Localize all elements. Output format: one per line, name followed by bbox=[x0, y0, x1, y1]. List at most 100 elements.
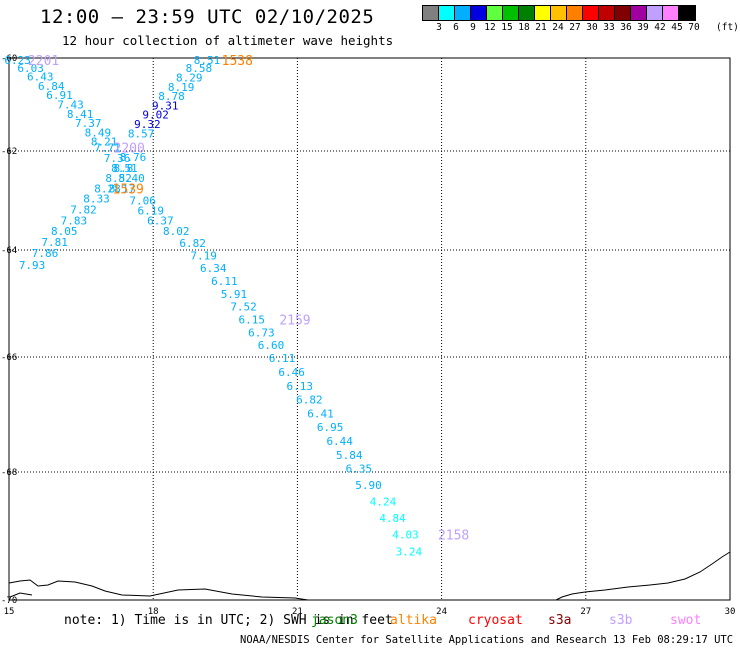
coastline-fragment bbox=[9, 592, 33, 598]
wave-height-value: 8.52 bbox=[105, 172, 132, 185]
legend-label: 33 bbox=[603, 22, 615, 33]
y-tick-label: -70 bbox=[1, 596, 17, 606]
legend-swatch bbox=[567, 6, 583, 20]
legend-label: 27 bbox=[569, 22, 581, 33]
wave-height-value: 6.11 bbox=[211, 275, 238, 288]
legend-swatch bbox=[583, 6, 599, 20]
satellite-name: altika bbox=[390, 613, 437, 628]
wave-height-value: 8.05 bbox=[51, 225, 78, 238]
antarctic-coastline bbox=[8, 579, 309, 601]
wave-height-value: 7.81 bbox=[41, 236, 68, 249]
pass-time-label: 2159 bbox=[279, 314, 310, 329]
satellite-name: cryosat bbox=[468, 613, 523, 628]
legend-swatch bbox=[535, 6, 551, 20]
wave-height-value: 7.93 bbox=[19, 259, 46, 272]
pass-time-label: 2200 bbox=[114, 141, 145, 156]
wave-height-value: 8.41 bbox=[67, 108, 94, 121]
legend-swatch bbox=[423, 6, 439, 20]
wave-height-value: 6.91 bbox=[46, 89, 73, 102]
wave-height-value: 6.43 bbox=[27, 71, 54, 84]
wave-height-value: 8.40 bbox=[118, 172, 145, 185]
legend-swatch bbox=[663, 6, 679, 20]
wave-height-value: 8.33 bbox=[83, 193, 110, 206]
wave-height-value: 5.90 bbox=[355, 479, 382, 492]
satellite-name: s3b bbox=[609, 613, 633, 628]
wave-height-value: 6.19 bbox=[138, 204, 165, 217]
wave-height-value: 7.83 bbox=[61, 214, 88, 227]
legend-swatch bbox=[615, 6, 631, 20]
legend-labels: 3 6 9 12 15 18 21 24 27 30 33 36 39 42 45 70 bbox=[422, 22, 728, 36]
y-tick-label: -62 bbox=[1, 147, 17, 157]
legend-swatch bbox=[471, 6, 487, 20]
wave-height-value: 7.36 bbox=[104, 152, 131, 165]
legend-label: 39 bbox=[637, 22, 649, 33]
wave-height-value: 5.84 bbox=[336, 449, 363, 462]
wave-height-value: 8.57 bbox=[128, 127, 155, 140]
y-tick-labels: -60 -62 -64 -66 -68 -70 bbox=[1, 54, 17, 606]
x-tick-label: 24 bbox=[436, 607, 447, 617]
wave-height-value: 3.24 bbox=[396, 545, 423, 558]
legend-label: 24 bbox=[552, 22, 564, 33]
legend-swatch bbox=[519, 6, 535, 20]
wave-height-values: 6.236.036.436.846.917.438.417.378.498.21… bbox=[4, 54, 423, 558]
pass-time-label: 1539 bbox=[113, 183, 144, 198]
wave-height-value: 6.60 bbox=[258, 339, 285, 352]
legend-swatch bbox=[439, 6, 455, 20]
y-tick-label: -68 bbox=[1, 468, 17, 478]
credit-line: NOAA/NESDIS Center for Satellite Applica… bbox=[240, 634, 740, 646]
legend-swatch bbox=[487, 6, 503, 20]
wave-height-value: 7.19 bbox=[190, 249, 217, 262]
wave-height-value: 8.8 bbox=[113, 162, 133, 175]
legend-swatch bbox=[503, 6, 519, 20]
wave-height-value: 6.13 bbox=[287, 380, 314, 393]
satellite-name: s3a bbox=[548, 613, 572, 628]
legend-label: 18 bbox=[518, 22, 530, 33]
pass-time-labels: 2201 1538 2200 1539 2159 2158 bbox=[28, 54, 469, 544]
legend-label: 45 bbox=[671, 22, 683, 33]
y-tick-label: -60 bbox=[1, 54, 17, 64]
wave-height-legend: 3 6 9 12 15 18 21 24 27 30 33 36 39 42 45 70 (ft) bbox=[422, 5, 739, 37]
wave-height-value: 6.82 bbox=[179, 237, 206, 250]
wave-height-value: 7.43 bbox=[57, 99, 84, 112]
map-gridlines bbox=[9, 58, 730, 600]
legend-label: 30 bbox=[586, 22, 598, 33]
wave-height-value: 8.19 bbox=[168, 81, 195, 94]
legend-label: 15 bbox=[501, 22, 513, 33]
x-tick-label: 21 bbox=[292, 607, 303, 617]
wave-height-value: 6.23 bbox=[4, 54, 31, 67]
wave-height-value: 6.46 bbox=[278, 366, 305, 379]
wave-height-value: 6.73 bbox=[248, 326, 275, 339]
wave-height-value: 7.52 bbox=[230, 301, 257, 314]
wave-height-value: 8.51 bbox=[194, 54, 221, 67]
wave-height-value: 8.51 bbox=[111, 162, 138, 175]
legend-label: 3 bbox=[436, 22, 442, 33]
legend-label: 36 bbox=[620, 22, 632, 33]
wave-height-value: 8.17 bbox=[109, 183, 136, 196]
wave-height-value: 6.82 bbox=[296, 394, 323, 407]
wave-height-value: 9.02 bbox=[142, 109, 169, 122]
wave-height-value: 4.24 bbox=[370, 495, 397, 508]
wave-height-value: 6.37 bbox=[147, 214, 174, 227]
legend-label: 42 bbox=[654, 22, 666, 33]
wave-height-value: 8.78 bbox=[158, 90, 185, 103]
wave-height-value: 9.31 bbox=[152, 99, 179, 112]
legend-label: 21 bbox=[535, 22, 547, 33]
legend-unit: (ft) bbox=[716, 22, 739, 33]
legend-swatch bbox=[551, 6, 567, 20]
legend-swatch bbox=[647, 6, 663, 20]
footnote: note: 1) Time is in UTC; 2) SWH is in fe… bbox=[64, 613, 393, 628]
wave-height-value: 7.82 bbox=[70, 203, 97, 216]
legend-swatch bbox=[679, 6, 695, 20]
wave-height-value: 9.32 bbox=[134, 118, 161, 131]
wave-height-value: 6.11 bbox=[269, 352, 296, 365]
satellite-name: jason3 bbox=[311, 613, 358, 628]
wave-height-value: 8.58 bbox=[186, 62, 213, 75]
wave-height-value: 6.44 bbox=[326, 435, 353, 448]
antarctic-coastline-east bbox=[555, 551, 731, 601]
wave-height-value: 5.91 bbox=[221, 288, 248, 301]
wave-height-value: 7.06 bbox=[129, 195, 156, 208]
y-tick-label: -64 bbox=[1, 246, 17, 256]
wave-height-value: 6.84 bbox=[38, 80, 65, 93]
wave-height-value: 4.03 bbox=[392, 529, 419, 542]
legend-swatches bbox=[422, 5, 696, 21]
